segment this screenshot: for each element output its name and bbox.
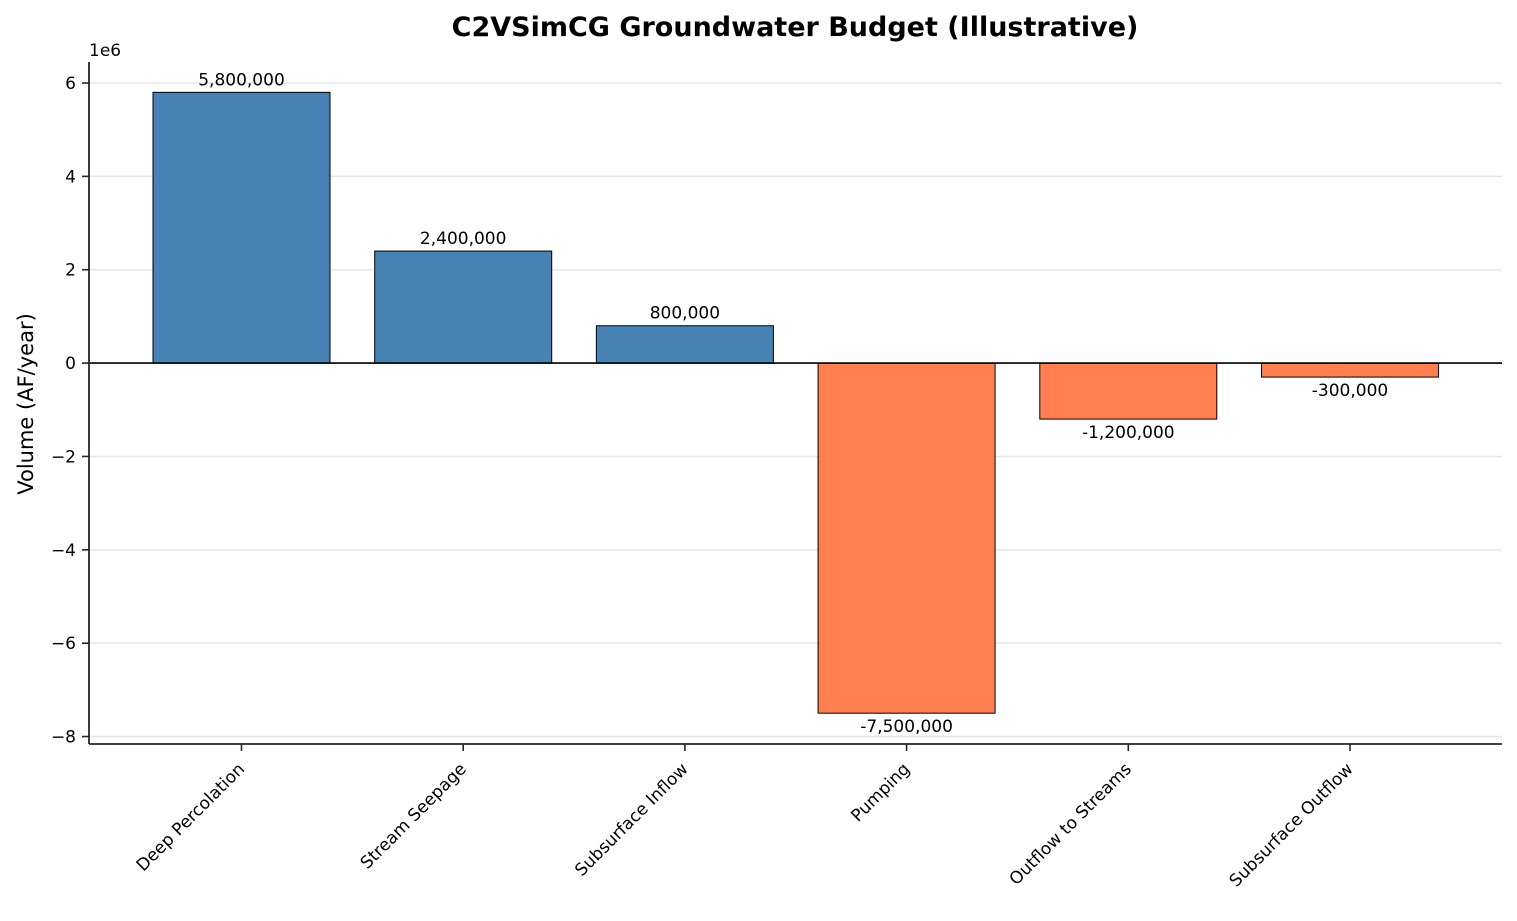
y-axis-offset-label: 1e6 — [89, 41, 121, 61]
x-tick-label: Subsurface Inflow — [571, 759, 692, 880]
bar — [817, 362, 996, 714]
y-tick-label: −8 — [51, 728, 76, 748]
bar — [1039, 362, 1218, 420]
data-label: -300,000 — [1312, 381, 1388, 401]
x-tick-label: Deep Percolation — [133, 759, 249, 875]
chart-title: C2VSimCG Groundwater Budget (Illustrativ… — [452, 12, 1139, 43]
data-label: -1,200,000 — [1082, 423, 1175, 443]
bars — [152, 91, 1439, 714]
y-tick-label: 4 — [65, 167, 76, 187]
y-tick-label: 0 — [65, 354, 76, 374]
y-tick-label: −6 — [51, 634, 76, 654]
y-tick-label: 2 — [65, 261, 76, 281]
bar — [152, 91, 331, 364]
data-label: -7,500,000 — [860, 717, 953, 737]
data-label: 800,000 — [650, 304, 720, 324]
bar — [374, 250, 553, 364]
x-tick-label: Stream Seepage — [357, 759, 471, 873]
x-tick-label: Outflow to Streams — [1006, 759, 1136, 889]
bar — [1261, 362, 1439, 378]
x-tick-label: Subsurface Outflow — [1226, 759, 1358, 891]
y-tick-label: −2 — [51, 447, 76, 467]
x-tick-label: Pumping — [847, 759, 914, 826]
y-axis-label: Volume (AF/year) — [14, 313, 38, 495]
bar — [595, 325, 774, 364]
y-tick-label: −4 — [51, 541, 76, 561]
y-tick-label: 6 — [65, 74, 76, 94]
data-labels: 5,800,000 2,400,000 800,000 -7,500,000 -1,20… — [198, 70, 1388, 737]
data-label: 5,800,000 — [198, 70, 285, 90]
data-label: 2,400,000 — [420, 229, 507, 249]
